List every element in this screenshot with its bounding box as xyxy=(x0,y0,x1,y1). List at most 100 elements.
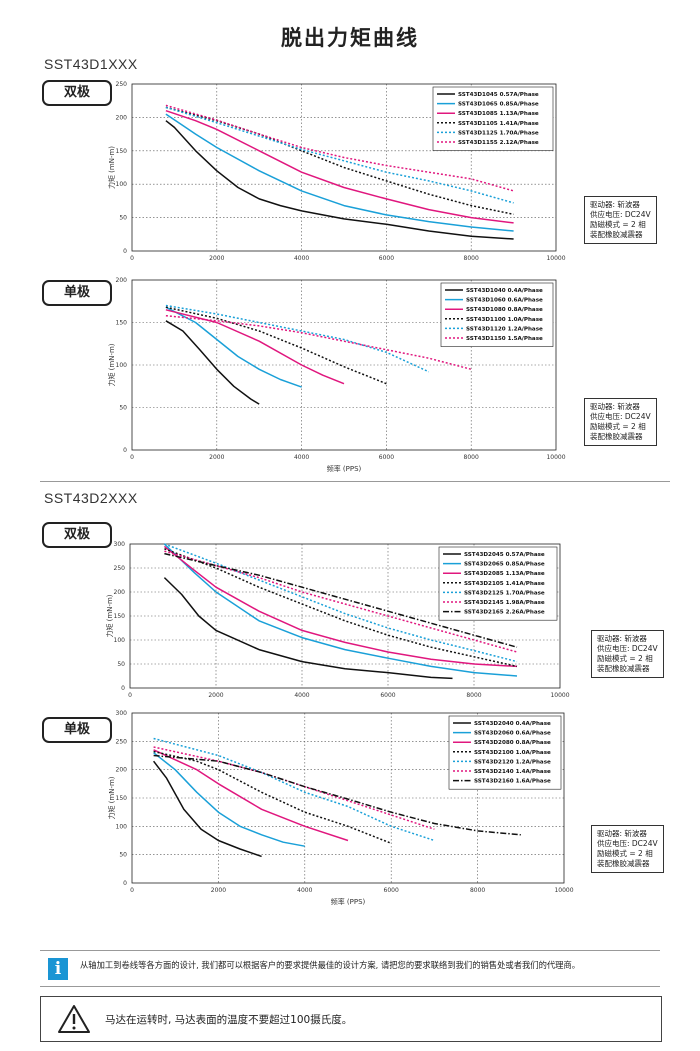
x-tick-label: 6000 xyxy=(380,692,395,699)
x-tick-label: 6000 xyxy=(379,454,394,461)
y-tick-label: 100 xyxy=(116,181,128,188)
mode-tag-unipolar-2: 单极 xyxy=(42,717,112,743)
chart-sst43d1-bipolar: 0 2000 4000 6000 8000 10000 0 50 100 150 200 250 力矩 … xyxy=(107,81,566,262)
warning-box: 马达在运转时, 马达表面的温度不要超过100摄氏度。 xyxy=(40,996,662,1042)
legend-label: SST43D2085 1.13A/Phase xyxy=(464,571,545,577)
section-divider xyxy=(40,481,670,482)
x-tick-label: 8000 xyxy=(464,454,479,461)
x-tick-label: 10000 xyxy=(554,887,573,894)
x-tick-label: 8000 xyxy=(464,255,479,262)
series-line xyxy=(153,750,392,844)
legend-label: SST43D2120 1.2A/Phase xyxy=(474,759,551,765)
y-tick-label: 0 xyxy=(121,685,125,692)
warning-text: 马达在运转时, 马达表面的温度不要超过100摄氏度。 xyxy=(105,1014,353,1026)
y-tick-label: 150 xyxy=(114,613,126,620)
y-axis-label: 力矩 (mN-m) xyxy=(107,776,116,819)
legend-box xyxy=(440,282,554,347)
note-line: 供应电压: DC24V xyxy=(590,412,651,421)
series-line xyxy=(165,104,514,192)
x-tick-label: 0 xyxy=(130,454,134,461)
legend-label: SST43D2045 0.57A/Phase xyxy=(464,552,545,558)
y-tick-label: 150 xyxy=(116,148,128,155)
x-tick-label: 2000 xyxy=(209,454,224,461)
series-line xyxy=(153,752,305,847)
series-line xyxy=(165,309,345,385)
x-tick-label: 8000 xyxy=(466,692,481,699)
section-title-2: SST43D2XXX xyxy=(44,490,138,506)
x-tick-label: 10000 xyxy=(546,255,565,262)
legend-label: SST43D2145 1.98A/Phase xyxy=(464,600,545,606)
series-line xyxy=(164,548,518,668)
legend-label: SST43D2160 1.6A/Phase xyxy=(474,779,551,785)
y-tick-label: 100 xyxy=(114,637,126,644)
note-line: 励磁模式 = 2 相 xyxy=(590,220,646,229)
legend-label: SST43D1150 1.5A/Phase xyxy=(466,336,543,342)
legend-label: SST43D1120 1.2A/Phase xyxy=(466,326,543,332)
note-line: 驱动器: 斩波器 xyxy=(590,402,640,411)
note-line: 励磁模式 = 2 相 xyxy=(597,849,653,858)
y-tick-label: 200 xyxy=(114,589,126,596)
note-line: 装配橡胶减震器 xyxy=(597,859,650,868)
legend-label: SST43D2065 0.85A/Phase xyxy=(464,562,545,568)
legend-label: SST43D2060 0.6A/Phase xyxy=(474,731,551,737)
series-line xyxy=(164,552,518,648)
series-line xyxy=(165,304,430,373)
mode-tag-bipolar-2: 双极 xyxy=(42,522,112,548)
x-tick-label: 10000 xyxy=(550,692,569,699)
legend-box xyxy=(438,546,558,621)
info-text: 从轴加工到卷线等各方面的设计, 我们都可以根据客户的要求提供最佳的设计方案, 请… xyxy=(80,960,581,970)
info-rule-top xyxy=(40,950,660,951)
x-tick-label: 4000 xyxy=(294,454,309,461)
y-tick-label: 200 xyxy=(116,277,128,284)
y-tick-label: 300 xyxy=(114,541,126,548)
plot-frame xyxy=(131,712,565,884)
x-tick-label: 10000 xyxy=(546,454,565,461)
series-line xyxy=(164,550,518,653)
mode-tag-bipolar-1: 双极 xyxy=(42,80,112,106)
y-axis-label: 力矩 (mN-m) xyxy=(105,594,114,637)
legend-box xyxy=(432,86,554,151)
legend-label: SST43D2100 1.0A/Phase xyxy=(474,750,551,756)
mode-tag-unipolar-1: 单极 xyxy=(42,280,112,306)
series-line xyxy=(153,749,349,842)
series-line xyxy=(163,577,453,680)
x-tick-label: 4000 xyxy=(294,692,309,699)
plot-frame xyxy=(131,279,557,451)
info-rule-bottom xyxy=(40,986,660,987)
y-axis-label: 力矩 (mN-m) xyxy=(107,146,116,189)
note-line: 供应电压: DC24V xyxy=(597,839,658,848)
x-axis-label: 频率 (PPS) xyxy=(327,464,362,473)
y-tick-label: 50 xyxy=(119,215,127,222)
x-tick-label: 0 xyxy=(130,887,134,894)
legend-label: SST43D1125 1.70A/Phase xyxy=(458,130,539,136)
note-line: 供应电压: DC24V xyxy=(590,210,651,219)
legend-label: SST43D1085 1.13A/Phase xyxy=(458,111,539,117)
y-tick-label: 250 xyxy=(114,565,126,572)
y-axis-label: 力矩 (mN-m) xyxy=(107,343,116,386)
legend-label: SST43D1060 0.6A/Phase xyxy=(466,298,543,304)
series-line xyxy=(165,320,260,405)
series-line xyxy=(165,106,514,216)
legend-label: SST43D1100 1.0A/Phase xyxy=(466,317,543,323)
legend-label: SST43D2105 1.41A/Phase xyxy=(464,581,545,587)
chart-sst43d1-unipolar: 0 2000 4000 6000 8000 10000 0 50 100 150 200 力矩 (mN… xyxy=(107,277,566,473)
y-tick-label: 200 xyxy=(116,114,128,121)
y-tick-label: 250 xyxy=(116,738,128,745)
drive-conditions-note-2: 驱动器: 斩波器 供应电压: DC24V 励磁模式 = 2 相 装配橡胶减震器 xyxy=(584,398,657,446)
legend-label: SST43D1155 2.12A/Phase xyxy=(458,140,539,146)
drive-conditions-note-3: 驱动器: 斩波器 供应电压: DC24V 励磁模式 = 2 相 装配橡胶减震器 xyxy=(591,630,664,678)
x-tick-label: 0 xyxy=(130,255,134,262)
note-line: 驱动器: 斩波器 xyxy=(597,829,647,838)
note-line: 供应电压: DC24V xyxy=(597,644,658,653)
series-line xyxy=(165,113,514,232)
note-line: 装配橡胶减震器 xyxy=(590,432,643,441)
plot-frame xyxy=(129,543,561,689)
series-line xyxy=(165,109,514,224)
x-tick-label: 4000 xyxy=(294,255,309,262)
note-line: 装配橡胶减震器 xyxy=(590,230,643,239)
chart-sst43d2-unipolar: 0 2000 4000 6000 8000 10000 0 50 100 150 200 250 300… xyxy=(107,710,574,906)
y-tick-label: 50 xyxy=(117,661,125,668)
legend-label: SST43D1045 0.57A/Phase xyxy=(458,92,539,98)
series-line xyxy=(165,120,514,240)
drive-conditions-note-4: 驱动器: 斩波器 供应电压: DC24V 励磁模式 = 2 相 装配橡胶减震器 xyxy=(591,825,664,873)
